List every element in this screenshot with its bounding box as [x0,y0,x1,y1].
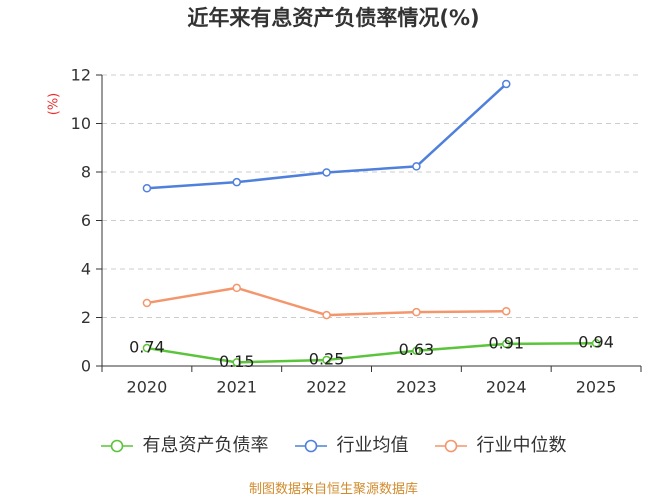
data-label: 0.25 [309,349,345,368]
data-point [232,177,241,187]
y-axis-label: (%) [47,93,62,116]
legend-item-interest-bearing-debt-ratio[interactable]: 有息资产负债率 [100,434,269,458]
y-tick-label: 8 [81,163,91,182]
x-tick-label: 2024 [486,378,527,397]
legend-label: 行业均值 [336,435,409,456]
data-point [322,168,331,177]
data-point [502,79,511,89]
data-point [412,346,421,355]
data-point [322,310,331,320]
data-label-layer: 0.74 0.15 0.25 0.63 0.91 0.94 [129,333,614,371]
legend-item-industry-mean[interactable]: 行业均值 [294,434,409,458]
data-label: 0.94 [578,333,614,352]
axes-layer: 0 2 4 6 8 10 12 2020 2021 2022 2023 2024 2025 [71,66,642,397]
data-point [142,298,152,308]
x-tick-label: 2022 [306,378,347,397]
line-marker-icon [294,439,327,453]
data-point [412,307,421,317]
source-note: 制图数据来自恒生聚源数据库 [248,482,418,497]
data-point [322,355,331,365]
data-label: 0.15 [219,352,255,371]
x-tick-label: 2023 [396,378,437,397]
series-line [145,341,598,364]
line-marker-icon [434,439,467,453]
data-point [412,162,421,171]
legend-swatch-marker [444,439,457,453]
data-point [232,358,241,367]
x-tick-label: 2021 [216,378,257,397]
y-tick-label: 2 [81,308,91,327]
data-label: 0.63 [399,340,435,359]
grid-layer [102,74,641,318]
data-point [502,306,511,316]
data-point [142,343,152,353]
legend: 有息资产负债率 行业均值 行业中位数 [0,434,667,458]
legend-item-industry-median[interactable]: 行业中位数 [434,434,567,458]
legend-swatch-marker [304,439,317,453]
legend-label: 有息资产负债率 [142,435,269,456]
y-tick-label: 0 [81,357,91,376]
series-layer [142,79,601,367]
y-tick-label: 12 [71,66,91,85]
y-tick-label: 6 [81,211,91,230]
data-point [232,283,241,293]
data-label: 0.74 [129,338,165,357]
y-tick-label: 10 [71,114,91,133]
data-point [591,338,601,348]
data-label: 0.91 [488,333,524,352]
x-tick-label: 2020 [127,378,168,397]
line-marker-icon [100,439,133,453]
legend-label: 行业中位数 [476,435,567,456]
data-point [142,183,152,193]
chart-title: 近年来有息资产负债率情况(%) [187,6,480,30]
y-tick-label: 4 [81,260,91,279]
legend-swatch-marker [110,439,123,453]
x-tick-label: 2025 [576,378,617,397]
data-point [502,339,511,349]
